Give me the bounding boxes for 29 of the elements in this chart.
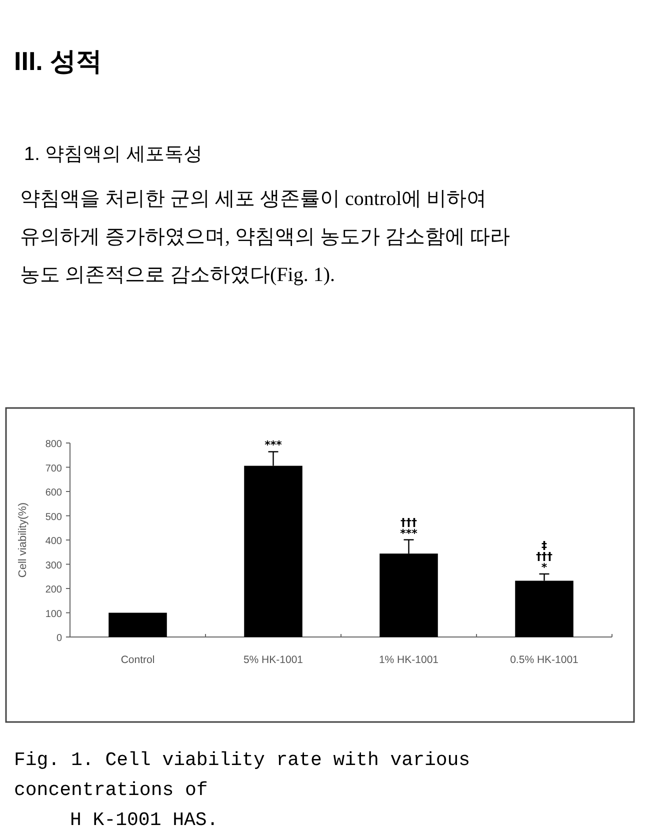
chart-title: III. 성적: [14, 46, 102, 76]
text: concentrations of: [14, 779, 208, 801]
text: H K-1001 HAS.: [70, 809, 218, 831]
y-tick-label: 100: [45, 608, 62, 620]
annotation: †††: [400, 516, 418, 529]
annotation: ‡: [542, 538, 548, 552]
x-tick-label: Control: [120, 654, 155, 666]
x-tick-label: 5% HK-1001: [243, 654, 304, 666]
annotation: *: [541, 560, 548, 574]
text: 농도 의존적으로 감소하였다(Fig. 1).: [20, 264, 335, 286]
y-tick-label: 200: [45, 584, 62, 596]
y-tick-label: 600: [45, 488, 62, 498]
annotation: ***: [400, 526, 418, 540]
annotation: †††: [536, 550, 553, 563]
y-tick-label: 0: [56, 633, 62, 644]
text: 약침액을 처리한 군의 세포 생존률이 control에 비하여: [20, 188, 487, 210]
x-tick-label: 0.5% HK-1001: [510, 654, 579, 666]
chart-subtitle: 1. 약침액의 세포독성: [24, 144, 202, 165]
y-tick-label: 300: [45, 560, 62, 572]
y-tick-label: 400: [45, 536, 62, 547]
x-tick-label: 1% HK-1001: [378, 654, 439, 666]
y-tick-label: 800: [45, 439, 62, 450]
y-tick-label: 500: [45, 512, 62, 523]
bar: [108, 612, 167, 637]
text: 유의하게 증가하였으며, 약침액의 농도가 감소함에 따라: [20, 226, 510, 248]
y-axis-title: Cell viability(%): [17, 502, 29, 578]
y-tick-label: 700: [45, 463, 62, 474]
annotation: ***: [264, 438, 282, 452]
caption: Fig. 1. Cell viability rate with various: [14, 749, 470, 771]
